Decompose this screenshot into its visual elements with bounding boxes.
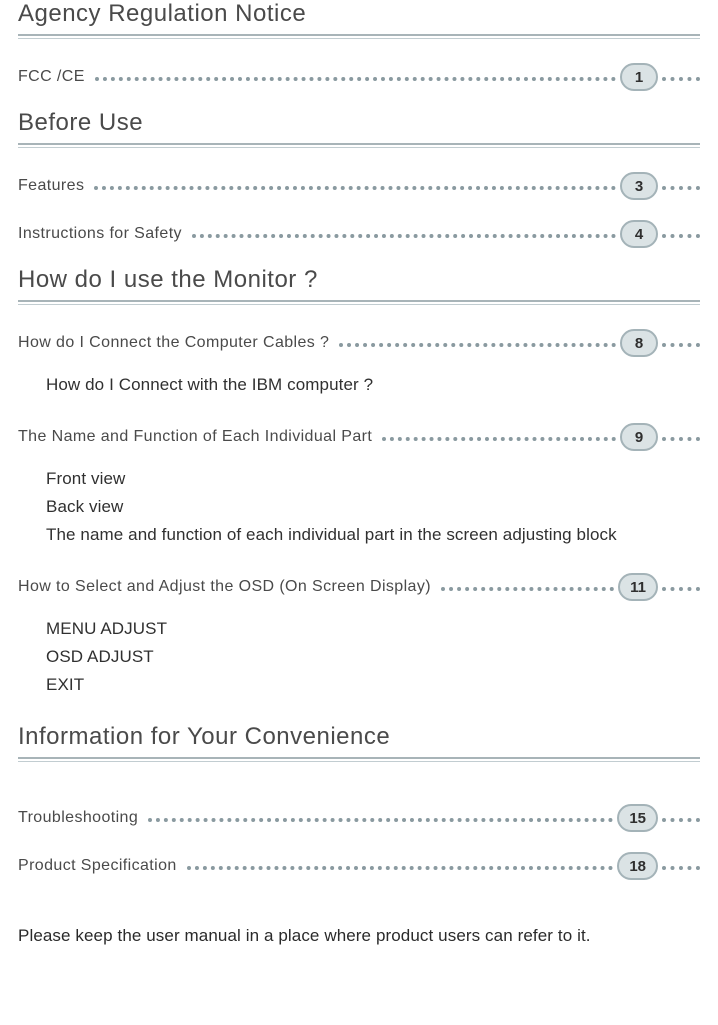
toc-leader-dots — [662, 234, 700, 238]
toc-leader-dots — [148, 818, 613, 822]
toc-entry-label: Features — [18, 177, 94, 195]
toc-section: Information for Your Convenience Trouble… — [18, 723, 700, 882]
toc-page-badge: 15 — [617, 804, 658, 832]
toc-leader-dots — [662, 186, 700, 190]
toc-leader-dots — [662, 77, 700, 81]
toc-entry: Troubleshooting 15 — [18, 802, 700, 834]
toc-subentry: How do I Connect with the IBM computer ? — [18, 375, 700, 395]
toc-leader-dots — [94, 186, 616, 190]
toc-page: Agency Regulation Notice FCC /CE 1 Befor… — [18, 0, 700, 946]
toc-page-badge: 3 — [620, 172, 658, 200]
toc-section: Before Use Features 3 Instructions for S… — [18, 109, 700, 250]
toc-subentry: OSD ADJUST — [18, 647, 700, 667]
toc-entry-label: FCC /CE — [18, 68, 95, 86]
toc-entry: How do I Connect the Computer Cables ? 8 — [18, 327, 700, 359]
toc-leader-dots — [662, 818, 700, 822]
toc-entry-label: Instructions for Safety — [18, 225, 192, 243]
section-heading: Before Use — [18, 109, 700, 145]
toc-leader-dots — [187, 866, 614, 870]
toc-entry: Features 3 — [18, 170, 700, 202]
toc-leader-dots — [441, 587, 614, 591]
section-rule — [18, 304, 700, 305]
toc-entry: How to Select and Adjust the OSD (On Scr… — [18, 571, 700, 603]
toc-subentry: EXIT — [18, 675, 700, 695]
toc-leader-dots — [662, 866, 700, 870]
toc-leader-dots — [192, 234, 616, 238]
toc-page-badge: 4 — [620, 220, 658, 248]
toc-entry-label: How do I Connect the Computer Cables ? — [18, 334, 339, 352]
toc-leader-dots — [95, 77, 616, 81]
section-heading: Information for Your Convenience — [18, 723, 700, 759]
toc-leader-dots — [339, 343, 616, 347]
toc-entry: Product Specification 18 — [18, 850, 700, 882]
toc-section: How do I use the Monitor ? How do I Conn… — [18, 266, 700, 695]
toc-page-badge: 9 — [620, 423, 658, 451]
toc-entry-label: Product Specification — [18, 857, 187, 875]
toc-page-badge: 18 — [617, 852, 658, 880]
toc-subentry: MENU ADJUST — [18, 619, 700, 639]
toc-entry-label: Troubleshooting — [18, 809, 148, 827]
section-heading: How do I use the Monitor ? — [18, 266, 700, 302]
toc-leader-dots — [662, 587, 700, 591]
toc-entry-label: The Name and Function of Each Individual… — [18, 428, 382, 446]
toc-subentry: Front view — [18, 469, 700, 489]
toc-section: Agency Regulation Notice FCC /CE 1 — [18, 0, 700, 93]
toc-page-badge: 11 — [618, 573, 658, 601]
section-rule — [18, 147, 700, 148]
toc-page-badge: 8 — [620, 329, 658, 357]
toc-subentry: The name and function of each individual… — [18, 525, 700, 545]
toc-leader-dots — [662, 437, 700, 441]
toc-entry: FCC /CE 1 — [18, 61, 700, 93]
section-rule — [18, 38, 700, 39]
section-heading: Agency Regulation Notice — [18, 0, 700, 36]
toc-leader-dots — [662, 343, 700, 347]
toc-subentry: Back view — [18, 497, 700, 517]
toc-entry-label: How to Select and Adjust the OSD (On Scr… — [18, 578, 441, 596]
toc-entry: The Name and Function of Each Individual… — [18, 421, 700, 453]
toc-page-badge: 1 — [620, 63, 658, 91]
section-rule — [18, 761, 700, 762]
footer-note: Please keep the user manual in a place w… — [18, 926, 700, 946]
toc-entry: Instructions for Safety 4 — [18, 218, 700, 250]
toc-leader-dots — [382, 437, 616, 441]
